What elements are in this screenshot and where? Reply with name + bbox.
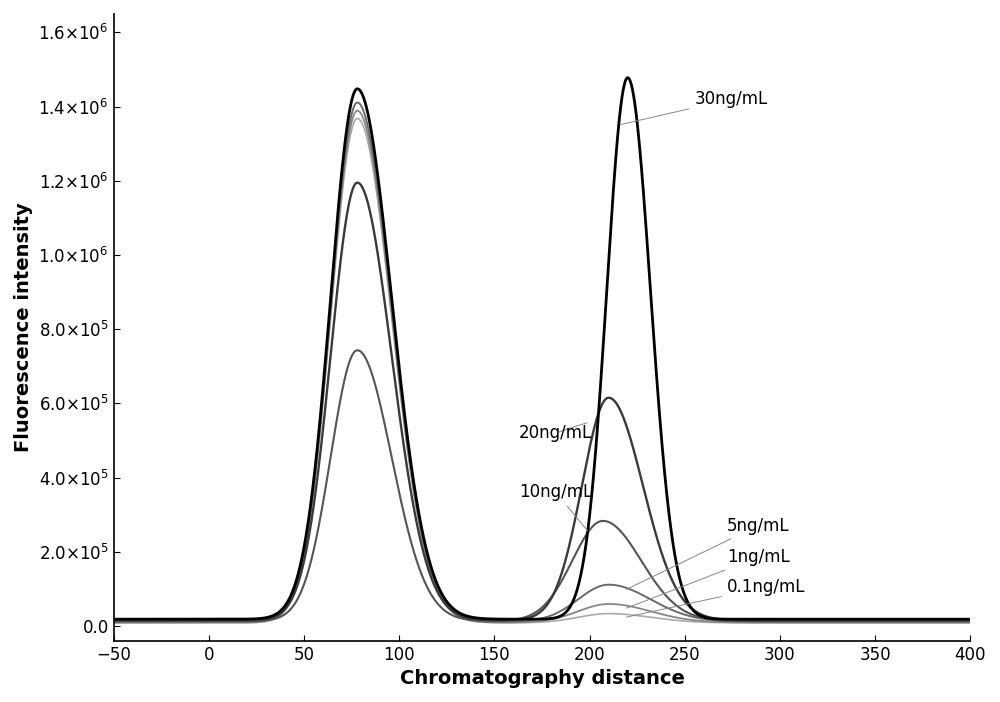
- Text: 1ng/mL: 1ng/mL: [626, 548, 789, 608]
- Text: 0.1ng/mL: 0.1ng/mL: [627, 578, 805, 617]
- Text: 10ng/mL: 10ng/mL: [519, 484, 592, 531]
- X-axis label: Chromatography distance: Chromatography distance: [400, 669, 684, 688]
- Text: 30ng/mL: 30ng/mL: [621, 90, 768, 124]
- Text: 20ng/mL: 20ng/mL: [519, 423, 592, 442]
- Y-axis label: Fluorescence intensity: Fluorescence intensity: [14, 202, 33, 452]
- Text: 5ng/mL: 5ng/mL: [626, 517, 789, 590]
